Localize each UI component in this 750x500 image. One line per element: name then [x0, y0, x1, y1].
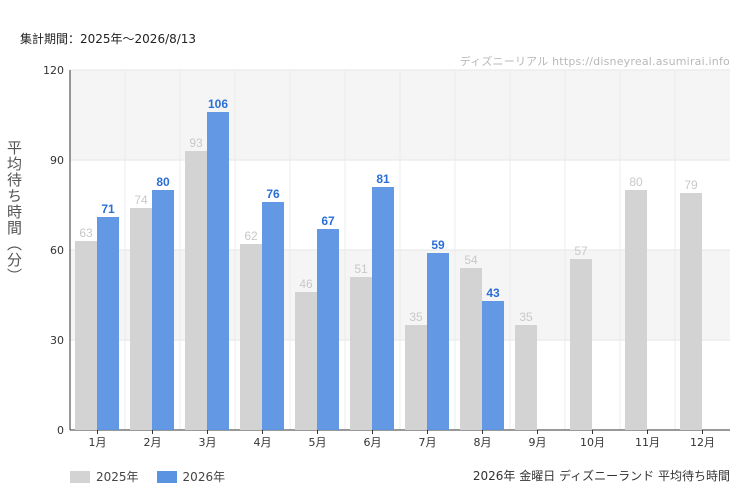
legend-label-2025: 2025年	[96, 470, 139, 484]
bar-2025	[75, 241, 97, 430]
bar-2025	[625, 190, 647, 430]
bar-2025	[295, 292, 317, 430]
y-tick-label: 0	[57, 424, 64, 437]
data-label-2025: 93	[189, 136, 203, 150]
data-label-2026: 43	[486, 286, 500, 300]
x-tick-label: 8月	[474, 436, 492, 449]
data-label-2025: 79	[684, 178, 698, 192]
x-tick-label: 12月	[690, 436, 715, 449]
y-axis-label: 平均待ち時間（分）	[5, 140, 23, 284]
watermark: ディズニーリアル https://disneyreal.asumirai.inf…	[459, 55, 730, 68]
bar-2026	[482, 301, 504, 430]
bar-2025	[405, 325, 427, 430]
data-label-2025: 54	[464, 253, 478, 267]
bar-2025	[680, 193, 702, 430]
data-label-2025: 35	[519, 310, 533, 324]
data-label-2026: 76	[266, 187, 280, 201]
chart-footer-title: 2026年 金曜日 ディズニーランド 平均待ち時間	[472, 469, 730, 483]
data-label-2025: 74	[134, 193, 148, 207]
legend-swatch-2026	[156, 470, 177, 483]
bar-2026	[97, 217, 119, 430]
x-tick-label: 10月	[580, 436, 605, 449]
x-tick-label: 7月	[419, 436, 437, 449]
x-tick-label: 1月	[89, 436, 107, 449]
legend-label-2026: 2026年	[182, 470, 226, 484]
period-label: 集計期間：2025年～2026/8/13	[20, 32, 197, 46]
bar-2025	[350, 277, 372, 430]
bar-2026	[427, 253, 449, 430]
data-label-2025: 62	[244, 229, 258, 243]
bar-2025	[240, 244, 262, 430]
data-label-2026: 71	[101, 202, 115, 216]
x-tick-label: 11月	[635, 436, 660, 449]
bar-2025	[460, 268, 482, 430]
x-tick-label: 9月	[529, 436, 547, 449]
bar-2026	[262, 202, 284, 430]
bar-2026	[207, 112, 229, 430]
data-label-2025: 63	[79, 226, 93, 240]
data-label-2025: 80	[629, 175, 643, 189]
bar-2025	[570, 259, 592, 430]
y-tick-label: 120	[43, 64, 64, 77]
data-label-2026: 80	[156, 175, 170, 189]
legend-swatch-2025	[70, 470, 90, 483]
data-label-2026: 59	[431, 238, 445, 252]
bar-2026	[317, 229, 339, 430]
bar-2025	[515, 325, 537, 430]
y-tick-label: 60	[50, 244, 64, 257]
legend-item-2025[interactable]: 2025年	[70, 468, 139, 485]
data-label-2025: 51	[354, 262, 368, 276]
x-tick-label: 2月	[144, 436, 162, 449]
bar-2026	[372, 187, 394, 430]
x-tick-label: 6月	[364, 436, 382, 449]
data-label-2025: 57	[574, 244, 588, 258]
x-tick-label: 5月	[309, 436, 327, 449]
data-label-2026: 106	[208, 97, 228, 111]
data-label-2025: 35	[409, 310, 423, 324]
data-label-2026: 67	[321, 214, 335, 228]
bar-2025	[130, 208, 152, 430]
y-tick-label: 90	[50, 154, 64, 167]
bar-2026	[152, 190, 174, 430]
x-tick-label: 4月	[254, 436, 272, 449]
data-label-2025: 46	[299, 277, 313, 291]
bar-2025	[185, 151, 207, 430]
legend-item-2026[interactable]: 2026年	[156, 468, 226, 485]
x-tick-label: 3月	[199, 436, 217, 449]
legend: 2025年 2026年	[70, 468, 243, 485]
y-tick-label: 30	[50, 334, 64, 347]
data-label-2026: 81	[376, 172, 390, 186]
